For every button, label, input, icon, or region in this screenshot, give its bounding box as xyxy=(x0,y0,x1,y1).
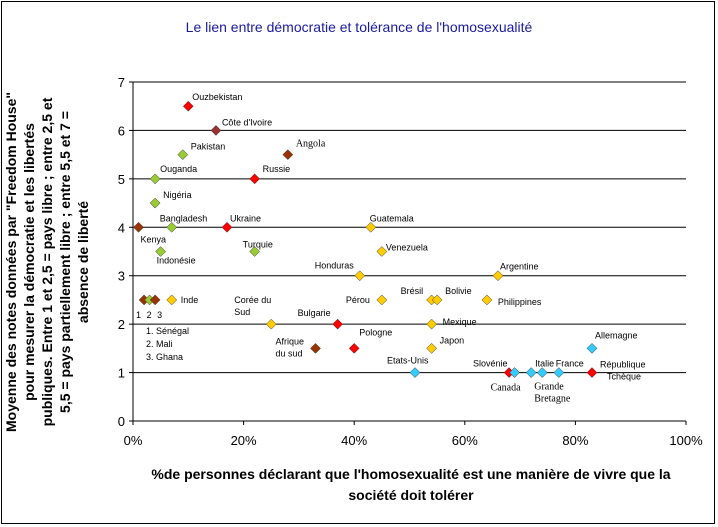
data-point xyxy=(586,367,598,378)
point-label: Bulgarie xyxy=(298,308,331,318)
data-point xyxy=(149,294,161,306)
y-tick-label: 6 xyxy=(118,123,125,138)
data-point xyxy=(536,367,548,378)
data-point xyxy=(177,149,189,160)
legend-note: 2. Mali xyxy=(146,339,173,349)
data-point xyxy=(348,343,360,354)
point-label: France xyxy=(556,359,584,369)
x-tick-label: 100% xyxy=(669,433,703,448)
y-tick-label: 0 xyxy=(118,414,125,429)
data-point xyxy=(376,294,388,306)
x-tick-label: 60% xyxy=(452,433,478,448)
point-label: Slovénie xyxy=(473,359,508,369)
point-label: Allemagne xyxy=(595,330,638,340)
data-point xyxy=(365,221,377,233)
point-label: Kenya xyxy=(141,234,167,244)
y-tick-label: 7 xyxy=(118,75,125,90)
data-point xyxy=(586,343,598,354)
data-point xyxy=(426,343,437,354)
y-tick-label: 1 xyxy=(118,366,125,381)
data-point xyxy=(155,246,167,257)
point-label: 1 xyxy=(136,310,141,320)
point-label: Venezuela xyxy=(386,243,428,253)
data-point xyxy=(166,221,178,233)
data-point xyxy=(310,343,321,354)
y-tick-label: 5 xyxy=(118,172,125,187)
data-point xyxy=(509,367,520,378)
data-point xyxy=(265,318,277,330)
point-label: 3 xyxy=(157,310,162,320)
data-point xyxy=(249,246,261,257)
data-point xyxy=(166,294,178,306)
point-label: Ouzbekistan xyxy=(192,92,242,102)
point-label: 2 xyxy=(147,310,152,320)
chart-title: Le lien entre démocratie et tolérance de… xyxy=(185,19,533,35)
legend-note: 1. Sénégal xyxy=(146,326,189,336)
point-label: Argentine xyxy=(500,262,539,272)
point-label: Pérou xyxy=(346,295,370,305)
data-point xyxy=(282,149,294,160)
point-label: Grande Bretagne xyxy=(534,382,571,405)
data-point xyxy=(249,173,261,185)
legend-note: 3. Ghana xyxy=(146,352,183,362)
point-label: Pologne xyxy=(359,327,392,337)
x-axis-label: %de personnes déclarant que l'homosexual… xyxy=(151,466,671,503)
data-point xyxy=(182,100,194,112)
x-tick-label: 80% xyxy=(562,433,588,448)
point-label: Inde xyxy=(181,295,199,305)
point-label: République Tchèque xyxy=(600,360,646,382)
point-label: Ukraine xyxy=(230,213,261,223)
data-point xyxy=(481,294,493,306)
data-point xyxy=(376,246,388,257)
point-label: Angola xyxy=(296,139,326,150)
point-label: Bolivie xyxy=(445,286,472,296)
data-point xyxy=(492,270,504,282)
point-label: Brésil xyxy=(401,286,424,296)
point-label: Afrique du sud xyxy=(275,336,304,358)
y-tick-label: 2 xyxy=(118,317,125,332)
data-point xyxy=(409,367,421,378)
x-tick-label: 40% xyxy=(341,433,367,448)
point-label: Guatemala xyxy=(370,213,414,223)
y-tick-label: 3 xyxy=(118,269,125,284)
point-label: Ouganda xyxy=(160,164,197,174)
point-label: Nigéria xyxy=(163,190,192,200)
point-label: Russie xyxy=(263,164,291,174)
data-point xyxy=(332,318,343,330)
point-label: Canada xyxy=(491,383,522,394)
point-label: Mexique xyxy=(443,317,477,327)
point-label: Indonésie xyxy=(157,256,196,266)
point-label: Japon xyxy=(440,335,465,345)
point-label: Italie xyxy=(535,359,554,369)
x-tick-label: 0% xyxy=(124,433,143,448)
point-label: Etats-Unis xyxy=(387,356,429,366)
point-label: Corée du Sud xyxy=(234,295,271,317)
data-point xyxy=(354,270,366,282)
data-point xyxy=(149,197,161,209)
data-point xyxy=(210,125,222,136)
point-label: Turquie xyxy=(243,240,273,250)
data-point xyxy=(431,294,443,306)
point-label: Bangladesh xyxy=(160,213,208,223)
x-tick-label: 20% xyxy=(231,433,257,448)
data-point xyxy=(525,367,537,378)
data-point xyxy=(426,318,437,330)
point-label: Pakistan xyxy=(191,142,226,152)
data-point xyxy=(149,173,161,185)
data-point xyxy=(221,221,233,233)
data-point xyxy=(553,367,565,378)
point-label: Philippines xyxy=(498,297,542,307)
y-tick-label: 4 xyxy=(118,220,125,235)
data-point xyxy=(133,221,144,233)
point-label: Honduras xyxy=(315,261,355,271)
point-label: Côte d'Ivoire xyxy=(222,117,272,127)
